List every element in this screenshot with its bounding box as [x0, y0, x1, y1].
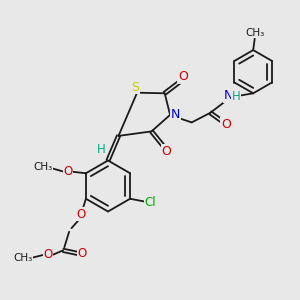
Text: O: O — [76, 208, 85, 221]
Text: CH₃: CH₃ — [14, 254, 33, 263]
Text: O: O — [43, 248, 52, 261]
Text: Cl: Cl — [144, 196, 156, 209]
Text: N: N — [171, 108, 180, 122]
Text: O: O — [162, 145, 171, 158]
Text: N: N — [224, 89, 233, 102]
Text: S: S — [132, 81, 140, 94]
Text: O: O — [63, 165, 73, 178]
Text: CH₃: CH₃ — [245, 28, 264, 38]
Text: O: O — [77, 247, 86, 260]
Text: O: O — [178, 70, 188, 83]
Text: H: H — [97, 142, 106, 156]
Text: O: O — [221, 118, 231, 131]
Text: CH₃: CH₃ — [33, 162, 52, 172]
Text: H: H — [232, 90, 241, 103]
